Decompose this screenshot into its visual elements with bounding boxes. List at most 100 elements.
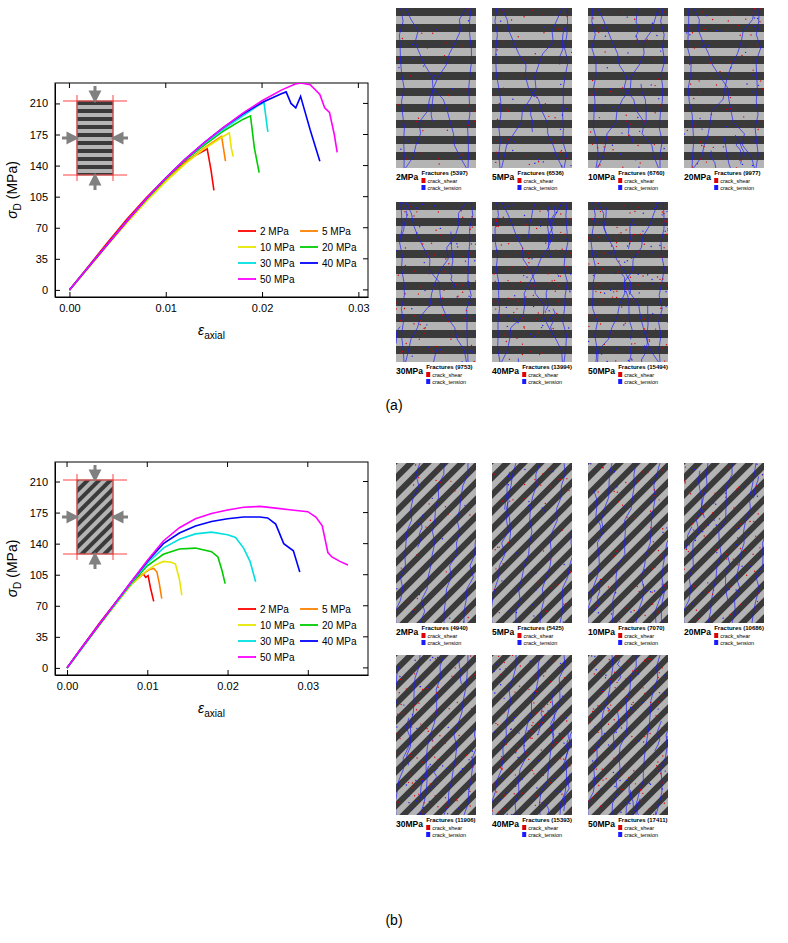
y-tick-label: 35 (36, 631, 48, 643)
crack-particle (461, 361, 462, 362)
crack-particle (684, 568, 685, 569)
crack-particle (471, 345, 472, 346)
crack-particle (639, 131, 640, 132)
crack-particle (451, 676, 452, 677)
specimen-layer (428, 727, 476, 815)
fracture-count: Fractures (5397) (421, 170, 467, 176)
crack-particle (695, 518, 696, 519)
crack-particle (651, 279, 652, 280)
crack-particle (500, 767, 501, 768)
crack-particle (598, 785, 599, 786)
crack-legend-label: crack_shear (720, 633, 750, 639)
crack-particle (435, 658, 436, 659)
crack-particle (621, 774, 622, 775)
crack-particle (571, 253, 572, 254)
crack-particle (599, 117, 600, 118)
crack-particle (516, 338, 517, 339)
crack-particle (427, 47, 428, 48)
crack-particle (523, 275, 524, 276)
y-tick: 0 (42, 662, 60, 674)
crack-particle (617, 271, 618, 272)
crack-particle (494, 692, 495, 693)
crack-particle (449, 617, 450, 618)
crack-particle (411, 808, 412, 809)
crack (528, 203, 535, 238)
crack-particle (472, 751, 473, 752)
specimen-ground (492, 8, 572, 168)
crack-particle (623, 506, 624, 507)
crack-particle (432, 746, 433, 747)
crack-particle (593, 708, 594, 709)
crack-particle (505, 668, 506, 669)
crack-particle (523, 326, 524, 327)
crack-particle (602, 779, 603, 780)
crack-particle (566, 266, 567, 267)
crack-particle (613, 291, 614, 292)
crack-particle (445, 742, 446, 743)
fracture-count: Fractures (17411) (618, 817, 667, 823)
crack-particle (643, 121, 644, 122)
crack-legend-label: crack_shear (528, 825, 558, 831)
crack-particle (610, 704, 611, 705)
crack-particle (418, 293, 419, 294)
crack-particle (600, 323, 601, 324)
crack (502, 8, 563, 168)
crack-particle (648, 809, 649, 810)
crack-particle (625, 764, 626, 765)
crack (686, 527, 692, 550)
crack (444, 655, 468, 815)
crack-particle (711, 114, 712, 115)
crack-particle (456, 622, 457, 623)
crack-particle (407, 601, 408, 602)
crack-particle (654, 57, 655, 58)
crack-particle (712, 19, 713, 20)
crack-particle (500, 674, 501, 675)
crack-particle (418, 477, 419, 478)
crack-particle (638, 284, 639, 285)
crack-particle (503, 712, 504, 713)
crack-particle (702, 513, 703, 514)
crack-particle (645, 608, 646, 609)
crack-particle (663, 247, 664, 248)
crack-particle (609, 288, 610, 289)
crack-particle (628, 135, 629, 136)
crack-particle (424, 333, 425, 334)
x-tick: 0.03 (298, 670, 319, 692)
crack-particle (448, 314, 449, 315)
crack-particle (493, 301, 494, 302)
crack-particle (547, 710, 548, 711)
crack (563, 202, 568, 362)
crack-particle (467, 617, 468, 618)
crack-particle (550, 729, 551, 730)
x-axis-title: εaxial (198, 700, 225, 719)
y-tick-label: 105 (30, 569, 48, 581)
crack-particle (652, 23, 653, 24)
crack-particle (639, 162, 640, 163)
crack (492, 655, 516, 815)
crack-particle (557, 273, 558, 274)
crack-particle (423, 802, 424, 803)
crack-particle (637, 207, 638, 208)
crack-particle (540, 225, 541, 226)
crack-particle (609, 709, 610, 710)
crack-particle (569, 291, 570, 292)
specimen-layer (77, 109, 113, 113)
crack-particle (457, 296, 458, 297)
crack-particle (546, 611, 547, 612)
crack-particle (422, 243, 423, 244)
crack-particle (692, 166, 693, 167)
crack-particle (701, 128, 702, 129)
crack-particle (701, 592, 702, 593)
crack-particle (553, 330, 554, 331)
crack (753, 476, 758, 498)
crack-particle (616, 242, 617, 243)
crack-particle (455, 667, 456, 668)
crack-particle (499, 546, 500, 547)
crack-legend-swatch (618, 185, 622, 190)
crack-particle (661, 308, 662, 309)
crack-particle (642, 275, 643, 276)
crack-particle (427, 254, 428, 255)
crack-particle (496, 221, 497, 222)
crack-particle (603, 594, 604, 595)
crack-particle (649, 501, 650, 502)
